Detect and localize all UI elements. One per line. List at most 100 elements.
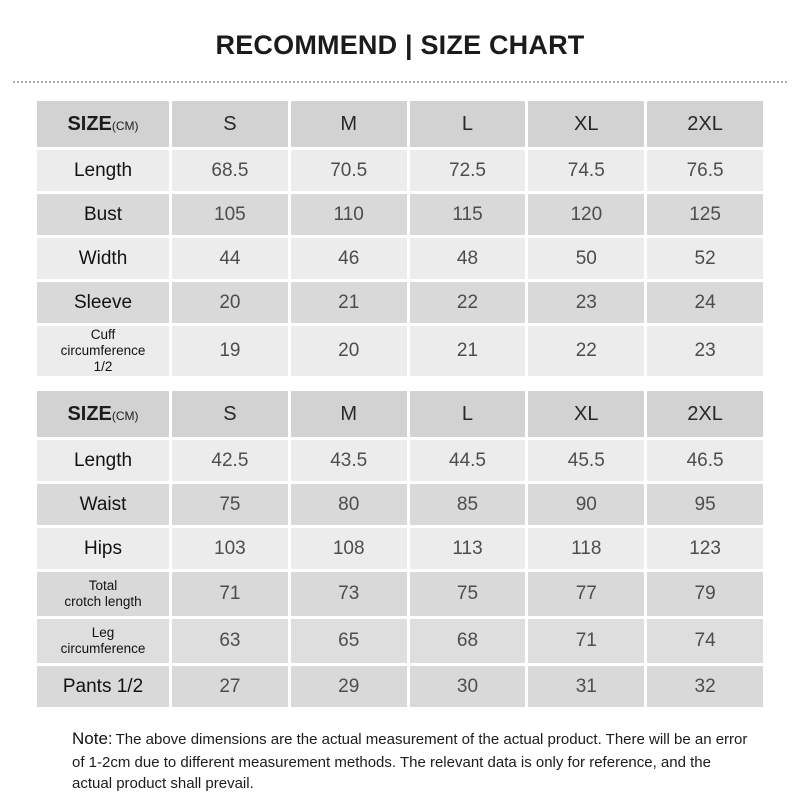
size-value-cell: 108 xyxy=(290,528,407,569)
size-column-header: M xyxy=(290,101,407,147)
size-value-cell: 76.5 xyxy=(647,150,763,191)
size-value-cell: 85 xyxy=(409,484,526,525)
size-value-cell: 72.5 xyxy=(409,150,526,191)
size-value-cell: 123 xyxy=(647,528,763,569)
footnote-text: The above dimensions are the actual meas… xyxy=(72,731,748,793)
size-value-cell: 74.5 xyxy=(528,150,645,191)
size-column-header: 2XL xyxy=(647,101,763,147)
size-value-cell: 95 xyxy=(647,484,763,525)
size-value-cell: 19 xyxy=(172,326,288,376)
size-value-cell: 50 xyxy=(528,238,645,279)
size-value-cell: 105 xyxy=(172,194,288,235)
row-label-cell: Leg circumference xyxy=(37,619,169,663)
table-row-sleeve: Sleeve 20 21 22 23 24 xyxy=(37,282,763,323)
size-value-cell: 73 xyxy=(290,572,407,616)
top-garment-size-table: SIZE(CM) S M L XL 2XL Length 68.5 70.5 7… xyxy=(34,98,766,379)
header-row: SIZE(CM) S M L XL 2XL xyxy=(37,101,763,147)
size-value-cell: 24 xyxy=(647,282,763,323)
table-row-pants-half: Pants 1/2 27 29 30 31 32 xyxy=(37,666,763,707)
size-value-cell: 120 xyxy=(528,194,645,235)
size-value-cell: 115 xyxy=(409,194,526,235)
size-column-header: XL xyxy=(528,101,645,147)
table-row-length: Length 42.5 43.5 44.5 45.5 46.5 xyxy=(37,440,763,481)
table-row-waist: Waist 75 80 85 90 95 xyxy=(37,484,763,525)
size-value-cell: 45.5 xyxy=(528,440,645,481)
row-label-cell: Length xyxy=(37,440,169,481)
table-row-cuff-circumference: Cuff circumference 1/2 19 20 21 22 23 xyxy=(37,326,763,376)
size-unit-label: (CM) xyxy=(111,118,139,133)
header-row: SIZE(CM) S M L XL 2XL xyxy=(37,391,763,437)
size-value-cell: 79 xyxy=(647,572,763,616)
size-value-cell: 65 xyxy=(290,619,407,663)
table-row-leg-circumference: Leg circumference 63 65 68 71 74 xyxy=(37,619,763,663)
size-value-cell: 77 xyxy=(528,572,645,616)
size-value-cell: 27 xyxy=(172,666,288,707)
size-column-header: S xyxy=(172,101,288,147)
size-value-cell: 52 xyxy=(647,238,763,279)
size-label: SIZE xyxy=(67,112,112,135)
row-label-cell: Sleeve xyxy=(37,282,169,323)
size-value-cell: 46.5 xyxy=(647,440,763,481)
footnote-label: Note: xyxy=(72,729,113,748)
footnote: Note: The above dimensions are the actual… xyxy=(72,727,755,795)
row-label-cell: Hips xyxy=(37,528,169,569)
size-value-cell: 71 xyxy=(528,619,645,663)
table-row-width: Width 44 46 48 50 52 xyxy=(37,238,763,279)
size-value-cell: 44 xyxy=(172,238,288,279)
size-value-cell: 75 xyxy=(409,572,526,616)
size-value-cell: 43.5 xyxy=(290,440,407,481)
dotted-divider xyxy=(13,81,787,83)
table-row-hips: Hips 103 108 113 118 123 xyxy=(37,528,763,569)
size-column-header: XL xyxy=(528,391,645,437)
size-column-header: M xyxy=(290,391,407,437)
size-unit-label: (CM) xyxy=(111,408,139,423)
size-label: SIZE xyxy=(67,402,112,425)
row-label-cell: Pants 1/2 xyxy=(37,666,169,707)
size-value-cell: 75 xyxy=(172,484,288,525)
size-value-cell: 48 xyxy=(409,238,526,279)
pants-size-table: SIZE(CM) S M L XL 2XL Length 42.5 43.5 4… xyxy=(34,388,766,710)
size-value-cell: 80 xyxy=(290,484,407,525)
size-value-cell: 32 xyxy=(647,666,763,707)
table-row-length: Length 68.5 70.5 72.5 74.5 76.5 xyxy=(37,150,763,191)
table-row-bust: Bust 105 110 115 120 125 xyxy=(37,194,763,235)
size-header-cell: SIZE(CM) xyxy=(37,391,169,437)
size-value-cell: 70.5 xyxy=(290,150,407,191)
size-value-cell: 103 xyxy=(172,528,288,569)
size-value-cell: 31 xyxy=(528,666,645,707)
size-value-cell: 23 xyxy=(528,282,645,323)
page-title: RECOMMEND | SIZE CHART xyxy=(215,30,585,60)
row-label-cell: Width xyxy=(37,238,169,279)
size-value-cell: 118 xyxy=(528,528,645,569)
row-label-cell: Total crotch length xyxy=(37,572,169,616)
size-value-cell: 21 xyxy=(290,282,407,323)
row-label-cell: Bust xyxy=(37,194,169,235)
size-value-cell: 113 xyxy=(409,528,526,569)
size-column-header: L xyxy=(409,391,526,437)
size-value-cell: 46 xyxy=(290,238,407,279)
size-value-cell: 90 xyxy=(528,484,645,525)
size-value-cell: 71 xyxy=(172,572,288,616)
row-label-cell: Waist xyxy=(37,484,169,525)
size-value-cell: 110 xyxy=(290,194,407,235)
size-value-cell: 42.5 xyxy=(172,440,288,481)
size-value-cell: 20 xyxy=(172,282,288,323)
size-header-cell: SIZE(CM) xyxy=(37,101,169,147)
size-column-header: L xyxy=(409,101,526,147)
size-value-cell: 68 xyxy=(409,619,526,663)
size-value-cell: 29 xyxy=(290,666,407,707)
size-value-cell: 23 xyxy=(647,326,763,376)
size-value-cell: 125 xyxy=(647,194,763,235)
size-value-cell: 74 xyxy=(647,619,763,663)
size-column-header: S xyxy=(172,391,288,437)
size-value-cell: 44.5 xyxy=(409,440,526,481)
table-row-total-crotch-length: Total crotch length 71 73 75 77 79 xyxy=(37,572,763,616)
size-value-cell: 63 xyxy=(172,619,288,663)
size-value-cell: 20 xyxy=(290,326,407,376)
size-value-cell: 21 xyxy=(409,326,526,376)
size-value-cell: 22 xyxy=(528,326,645,376)
row-label-cell: Length xyxy=(37,150,169,191)
size-value-cell: 30 xyxy=(409,666,526,707)
size-value-cell: 68.5 xyxy=(172,150,288,191)
